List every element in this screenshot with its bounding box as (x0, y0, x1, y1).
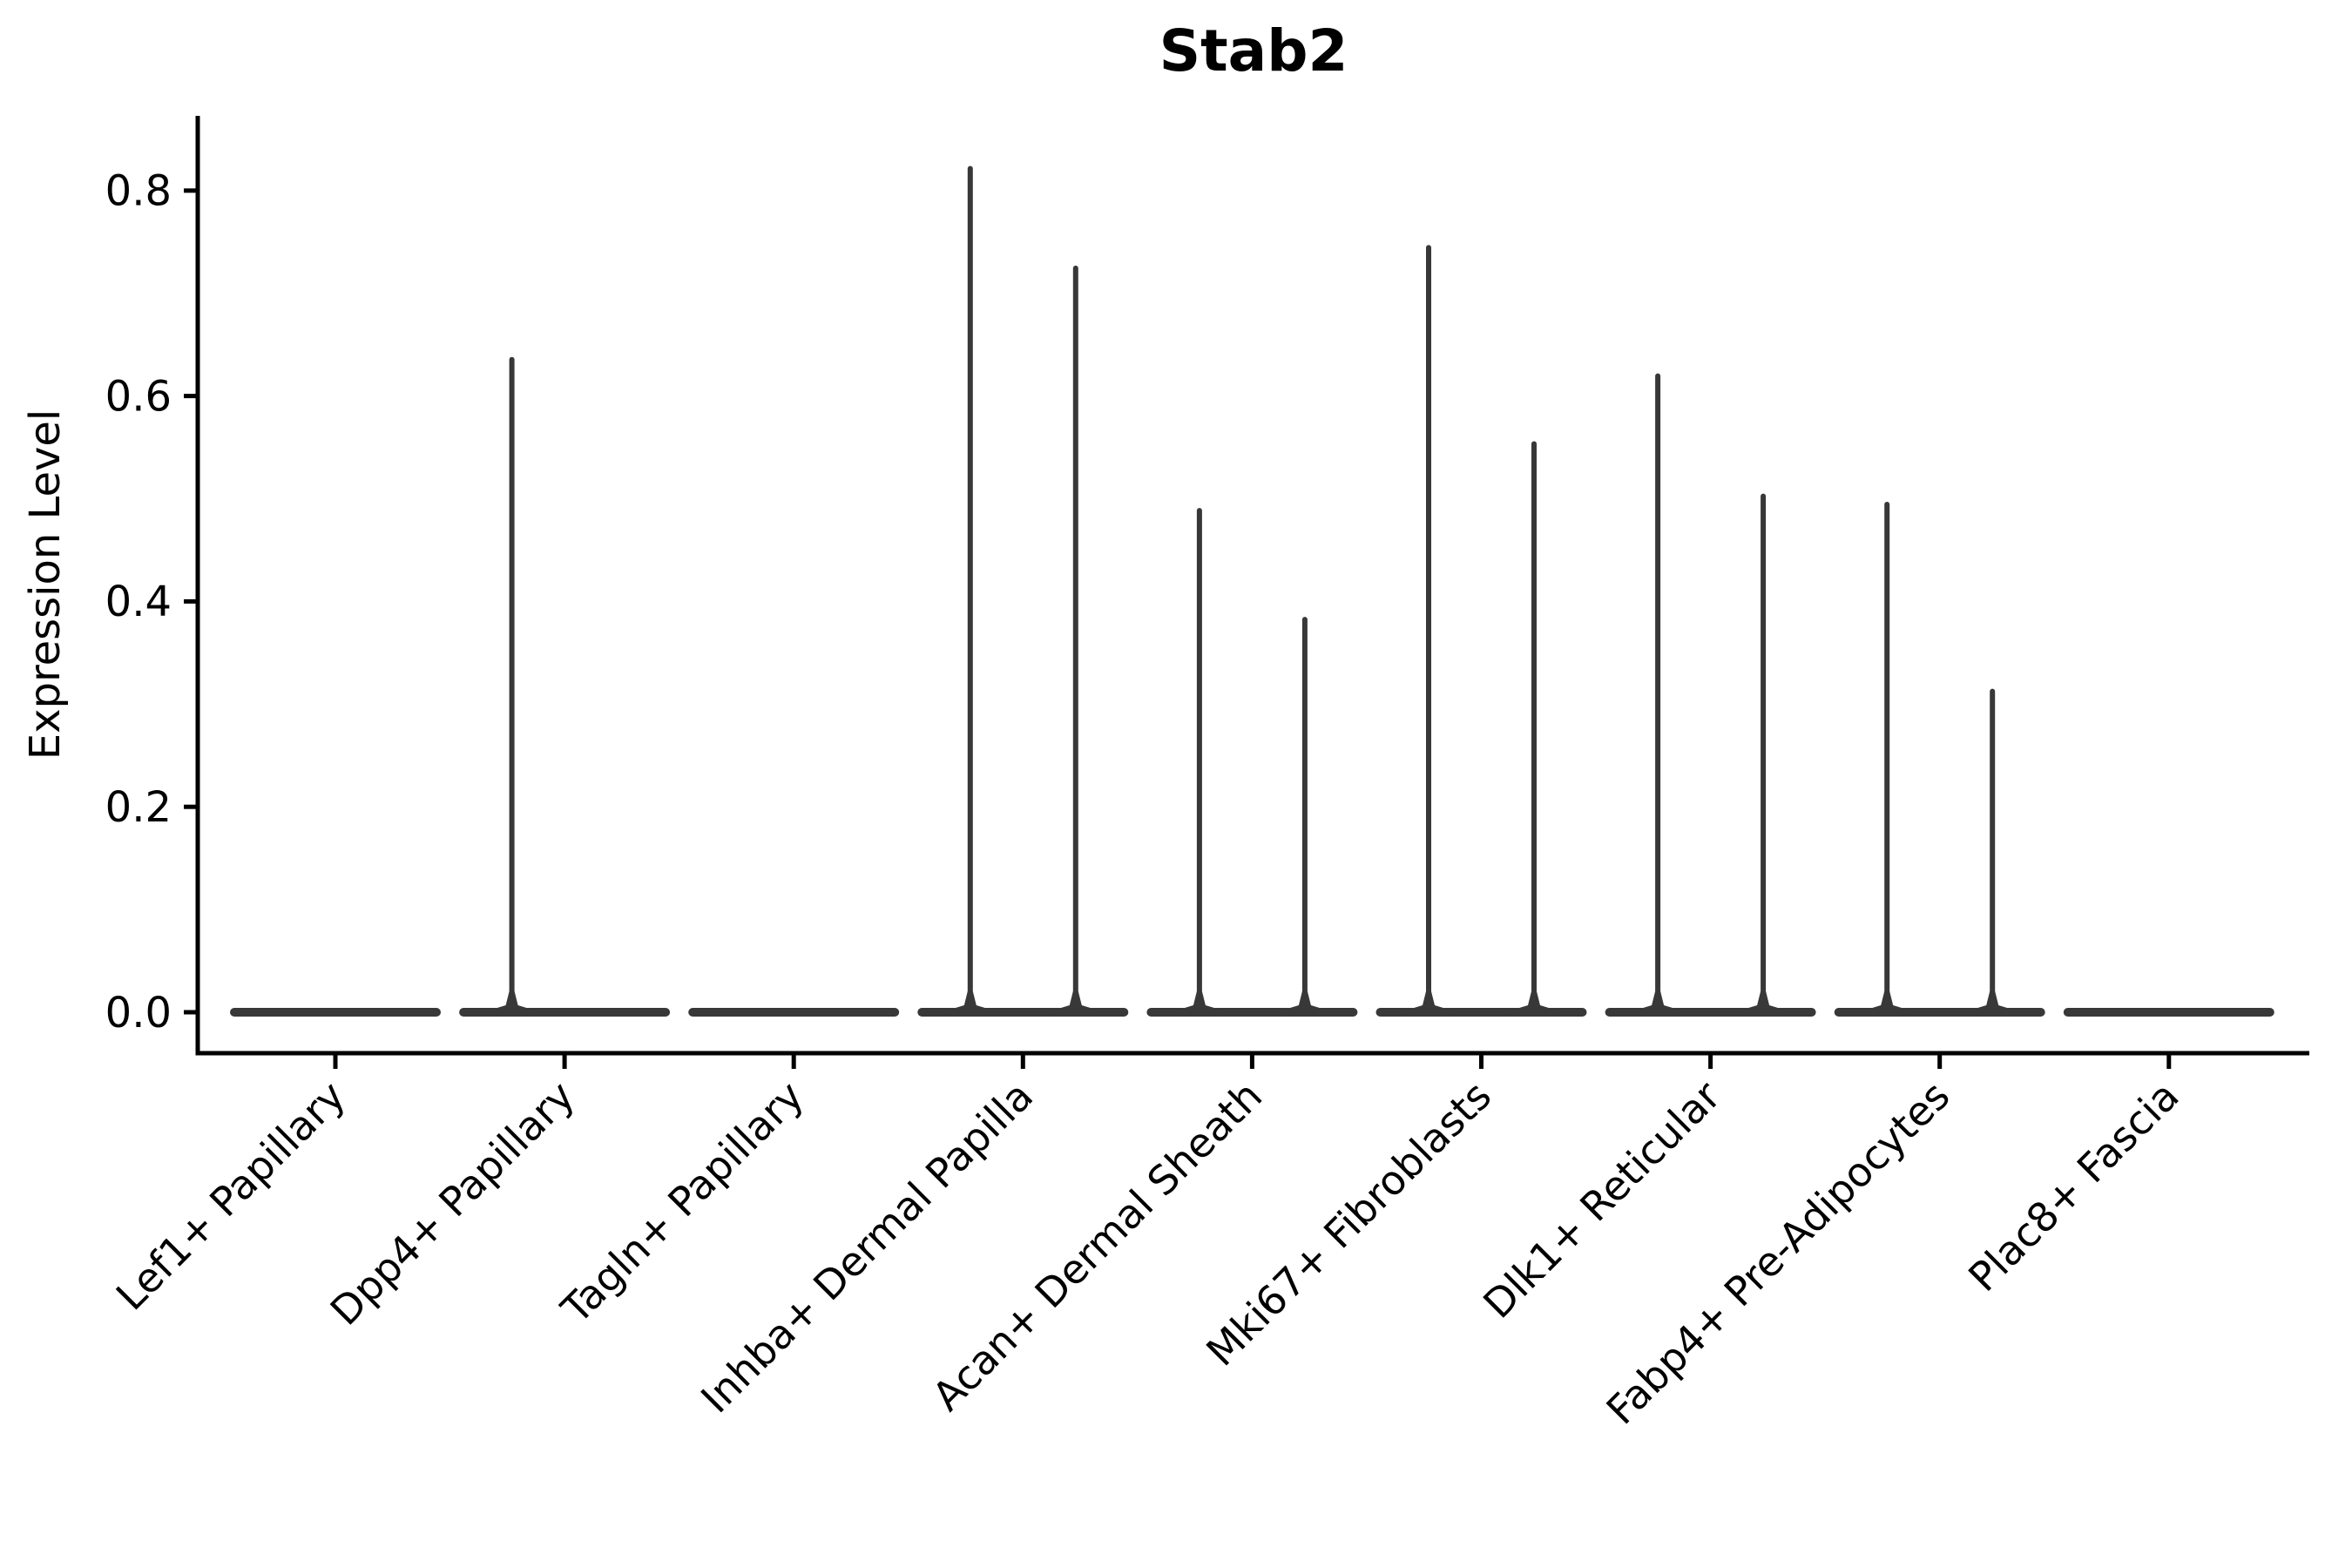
violin-body (917, 1008, 1129, 1017)
y-tick-label: 0.4 (105, 578, 172, 626)
violin-spike-base (485, 991, 538, 1011)
violin-spike-base (1049, 991, 1102, 1011)
violin-spike-base (1173, 991, 1226, 1011)
violin-body (459, 1008, 671, 1017)
x-tick-label: Dpp4+ Papillary (321, 1072, 584, 1335)
violin-spike-base (1508, 991, 1560, 1011)
y-tick-label: 0.6 (105, 372, 172, 421)
y-tick-label: 0.2 (105, 783, 172, 832)
violin-body (1146, 1008, 1358, 1017)
y-tick-label: 0.0 (105, 989, 172, 1037)
violin-body (2063, 1008, 2274, 1017)
violin-body (230, 1008, 441, 1017)
violin-spike-base (943, 991, 997, 1011)
y-tick-label: 0.8 (105, 167, 172, 216)
violin-body (1834, 1008, 2045, 1017)
violin-spike-base (1737, 991, 1790, 1011)
violin-body (1605, 1008, 1816, 1017)
violin-body (1375, 1008, 1587, 1017)
violin-spike-base (1632, 991, 1685, 1011)
violin-body (688, 1008, 900, 1017)
violin-spike-base (1402, 991, 1455, 1011)
x-tick-label: Lef1+ Papillary (107, 1072, 355, 1320)
violin-spike-base (1861, 991, 1914, 1011)
x-tick-label: Plac8+ Fascia (1959, 1072, 2187, 1301)
chart-title: Stab2 (1159, 17, 1348, 84)
x-tick-label: Dlk1+ Reticular (1474, 1072, 1729, 1328)
violin-spike-base (1278, 991, 1331, 1011)
violin-spike-base (1966, 991, 2019, 1011)
x-tick-label: Tagln+ Papillary (551, 1072, 813, 1334)
